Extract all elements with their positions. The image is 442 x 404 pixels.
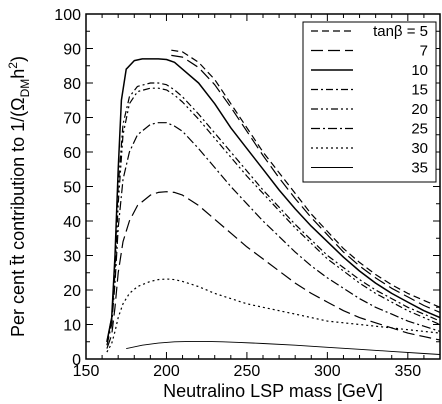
x-tick-label: 350 <box>394 363 421 380</box>
series-line <box>106 191 440 349</box>
series-line <box>171 49 440 308</box>
series-line <box>106 82 440 342</box>
series-line <box>171 54 440 313</box>
legend-label: 10 <box>411 62 428 79</box>
legend-box <box>302 21 437 183</box>
y-tick-label: 30 <box>63 249 81 266</box>
y-tick-label: 10 <box>63 318 81 335</box>
x-tick-label: 300 <box>314 363 341 380</box>
x-tick-label: 200 <box>153 363 180 380</box>
y-axis-title-end: ) <box>8 56 28 62</box>
y-axis-title-sub: DM <box>18 79 32 98</box>
y-tick-label: 90 <box>63 42 81 59</box>
y-axis-title-main: Per cent t̄t contribution to 1/(Ω <box>8 97 28 337</box>
legend-label: 20 <box>411 101 428 118</box>
x-tick-label: 150 <box>73 363 100 380</box>
series-line <box>106 122 440 346</box>
legend-label: 35 <box>411 160 428 177</box>
y-tick-label: 20 <box>63 283 81 300</box>
legend-label: tanβ = 5 <box>373 23 428 40</box>
series-line <box>126 340 440 355</box>
y-tick-label: 0 <box>72 352 81 369</box>
y-axis-title-mid: h <box>8 69 28 79</box>
y-axis-title-sup: 2 <box>6 62 20 69</box>
y-tick-label: 100 <box>54 7 81 24</box>
legend-label: 7 <box>420 43 428 60</box>
legend-label: 30 <box>411 140 428 157</box>
tick-labels: 150 200 250 300 350 0 10 20 30 40 50 60 70 80 90 100 <box>54 7 421 380</box>
legend-label: 25 <box>411 121 428 138</box>
series-line <box>106 278 440 353</box>
y-tick-label: 40 <box>63 214 81 231</box>
x-axis-title: Neutralino LSP mass [GeV] <box>163 381 383 401</box>
series-line <box>106 87 440 342</box>
series-line <box>106 58 440 342</box>
y-axis-title: Per cent t̄t contribution to 1/(ΩDMh2) <box>6 56 32 337</box>
y-tick-label: 50 <box>63 180 81 197</box>
legend-label: 15 <box>411 82 428 99</box>
legend: tanβ = 5 7 10 15 20 25 30 35 <box>302 21 437 183</box>
plot-area <box>106 49 440 355</box>
y-tick-label: 70 <box>63 111 81 128</box>
y-tick-label: 80 <box>63 76 81 93</box>
y-tick-label: 60 <box>63 145 81 162</box>
plot-frame <box>85 13 441 360</box>
x-tick-label: 250 <box>234 363 261 380</box>
